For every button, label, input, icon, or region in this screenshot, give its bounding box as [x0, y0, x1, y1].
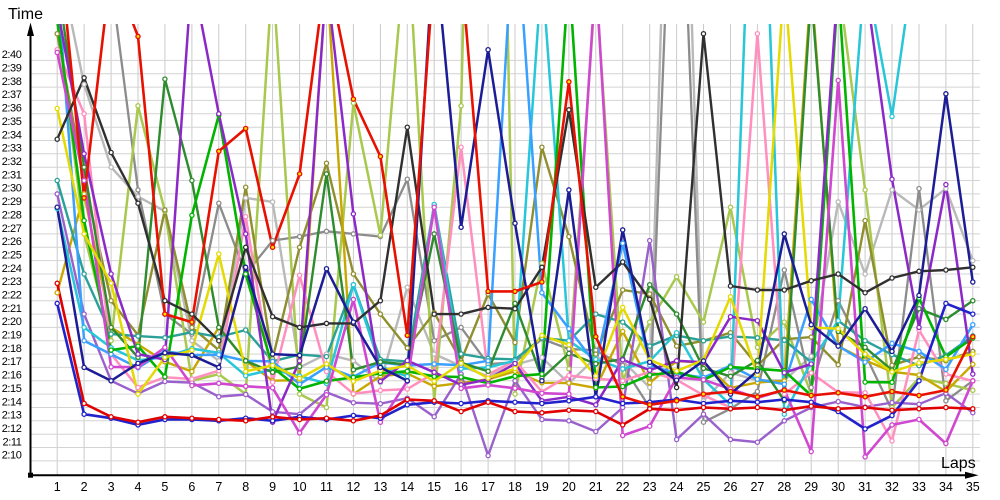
svg-text:2:24: 2:24: [2, 263, 22, 275]
svg-text:2:40: 2:40: [2, 49, 22, 61]
svg-text:2:29: 2:29: [2, 196, 22, 208]
svg-text:2:11: 2:11: [3, 436, 22, 448]
svg-text:12: 12: [346, 480, 360, 494]
svg-text:2:28: 2:28: [2, 209, 22, 221]
svg-text:10: 10: [293, 480, 307, 494]
svg-text:2:33: 2:33: [2, 143, 22, 155]
svg-text:7: 7: [215, 480, 222, 494]
svg-text:2:27: 2:27: [2, 223, 22, 235]
svg-text:35: 35: [966, 480, 980, 494]
svg-text:27: 27: [750, 480, 764, 494]
svg-text:20: 20: [562, 480, 576, 494]
svg-text:15: 15: [427, 480, 441, 494]
svg-text:2:22: 2:22: [2, 290, 22, 302]
svg-text:24: 24: [670, 480, 684, 494]
svg-text:2:37: 2:37: [2, 89, 22, 101]
svg-text:2:18: 2:18: [2, 343, 22, 355]
svg-text:2:32: 2:32: [2, 156, 22, 168]
svg-text:8: 8: [242, 480, 249, 494]
svg-text:2:17: 2:17: [2, 356, 22, 368]
svg-text:18: 18: [508, 480, 522, 494]
svg-text:1: 1: [54, 480, 61, 494]
svg-text:2:15: 2:15: [2, 383, 22, 395]
svg-text:2:35: 2:35: [2, 116, 22, 128]
svg-text:2:14: 2:14: [2, 396, 22, 408]
svg-text:32: 32: [885, 480, 899, 494]
svg-text:2: 2: [81, 480, 88, 494]
svg-text:25: 25: [697, 480, 711, 494]
svg-text:6: 6: [188, 480, 195, 494]
svg-text:2:39: 2:39: [2, 63, 22, 75]
svg-text:29: 29: [804, 480, 818, 494]
svg-text:2:26: 2:26: [2, 236, 22, 248]
svg-text:2:21: 2:21: [2, 303, 22, 315]
svg-text:2:25: 2:25: [2, 249, 22, 261]
svg-text:2:20: 2:20: [2, 316, 22, 328]
svg-text:30: 30: [831, 480, 845, 494]
svg-text:33: 33: [912, 480, 926, 494]
svg-text:2:16: 2:16: [2, 370, 22, 382]
svg-text:23: 23: [643, 480, 657, 494]
svg-text:2:23: 2:23: [2, 276, 22, 288]
svg-text:9: 9: [269, 480, 276, 494]
svg-text:4: 4: [135, 480, 142, 494]
svg-text:2:13: 2:13: [2, 410, 22, 422]
svg-text:Time: Time: [8, 6, 43, 23]
svg-text:28: 28: [777, 480, 791, 494]
svg-text:17: 17: [481, 480, 495, 494]
svg-text:22: 22: [616, 480, 630, 494]
svg-text:26: 26: [724, 480, 738, 494]
svg-text:2:31: 2:31: [2, 169, 22, 181]
svg-text:2:34: 2:34: [2, 129, 22, 141]
svg-text:2:36: 2:36: [2, 103, 22, 115]
svg-text:3: 3: [108, 480, 115, 494]
svg-text:31: 31: [858, 480, 872, 494]
svg-text:13: 13: [373, 480, 387, 494]
svg-text:5: 5: [161, 480, 168, 494]
svg-text:11: 11: [320, 480, 333, 494]
svg-text:2:38: 2:38: [2, 76, 22, 88]
svg-text:16: 16: [454, 480, 468, 494]
svg-text:Laps: Laps: [941, 455, 976, 472]
svg-text:14: 14: [400, 480, 414, 494]
svg-text:2:12: 2:12: [2, 423, 22, 435]
svg-text:34: 34: [939, 480, 953, 494]
svg-text:2:30: 2:30: [2, 183, 22, 195]
svg-text:19: 19: [535, 480, 549, 494]
svg-text:2:10: 2:10: [2, 450, 22, 462]
svg-text:21: 21: [589, 480, 603, 494]
svg-text:2:19: 2:19: [2, 330, 22, 342]
